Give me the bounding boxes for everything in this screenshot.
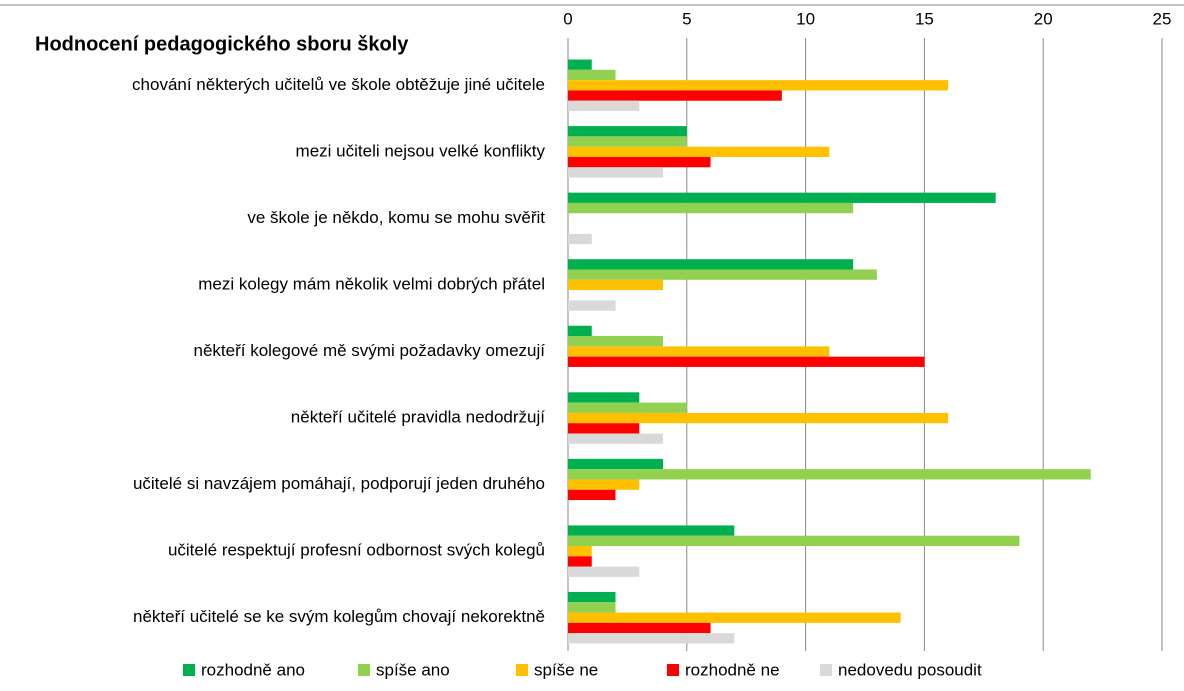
bar (568, 458, 664, 470)
bar (568, 146, 830, 157)
legend-label: rozhodně ne (685, 660, 780, 679)
x-tick-label: 15 (915, 9, 934, 28)
x-tick-label: 20 (1034, 9, 1053, 28)
bar (568, 566, 640, 577)
bar (568, 591, 616, 603)
bar (568, 469, 1091, 480)
legend-swatch (183, 664, 195, 676)
y-tick-label: mezi kolegy mám několik velmi dobrých př… (198, 274, 545, 293)
bar (568, 535, 1020, 547)
y-tick-label: učitelé si navzájem pomáhají, podporují … (133, 474, 545, 493)
bar (568, 167, 664, 178)
legend-swatch (667, 664, 679, 676)
x-tick-label: 5 (682, 9, 691, 28)
bar (568, 602, 616, 613)
bar (568, 269, 877, 280)
bar (568, 556, 592, 567)
legend-swatch (516, 664, 528, 676)
legend-swatch (820, 664, 832, 676)
legend-label: nedovedu posoudit (838, 660, 982, 679)
y-tick-label: učitelé respektují profesní odbornost sv… (168, 541, 545, 560)
bar (568, 90, 782, 101)
x-tick-label: 25 (1153, 9, 1172, 28)
legend-label: spíše ano (376, 660, 450, 679)
bar (568, 525, 735, 536)
y-tick-label: mezi učiteli nejsou velké konflikty (296, 141, 546, 160)
bar (568, 622, 711, 634)
y-tick-label: ve škole je někdo, komu se mohu svěřit (247, 208, 545, 227)
bar (568, 546, 592, 557)
bar (568, 423, 640, 434)
bar (568, 325, 592, 337)
bar (568, 80, 949, 91)
bar (568, 433, 664, 444)
bar (568, 489, 616, 501)
bar (568, 136, 687, 147)
bar (568, 402, 687, 413)
bar (568, 192, 996, 203)
legend-label: spíše ne (534, 660, 598, 679)
y-tick-label: chování některých učitelů ve škole obtěž… (132, 75, 545, 94)
bar (568, 279, 664, 291)
bar (568, 202, 854, 214)
bar (568, 336, 664, 347)
bar (568, 356, 925, 367)
bar (568, 412, 949, 424)
bar (568, 612, 901, 623)
bar (568, 100, 640, 112)
bar (568, 59, 592, 70)
legend-swatch (358, 664, 370, 676)
legend-label: rozhodně ano (201, 660, 305, 679)
bar (568, 479, 640, 490)
bar (568, 300, 616, 311)
bar (568, 259, 854, 270)
bar (568, 69, 616, 81)
bar (568, 156, 711, 168)
bar (568, 633, 735, 644)
bar (568, 126, 687, 137)
bar (568, 233, 592, 245)
x-tick-label: 0 (563, 9, 572, 28)
y-tick-label: někteří učitelé se ke svým kolegům chova… (133, 607, 545, 626)
bar (568, 392, 640, 403)
chart-title: Hodnocení pedagogického sboru školy (35, 33, 409, 55)
x-tick-label: 10 (796, 9, 815, 28)
y-tick-label: někteří kolegové mě svými požadavky omez… (194, 341, 546, 360)
y-tick-label: někteří učitelé pravidla nedodržují (291, 408, 545, 427)
bar (568, 346, 830, 357)
